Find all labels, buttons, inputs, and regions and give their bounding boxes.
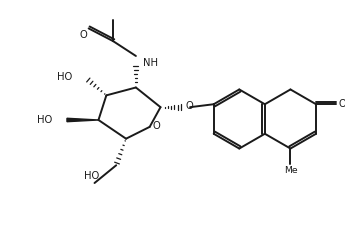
Text: HO: HO: [84, 171, 99, 181]
Text: HO: HO: [37, 115, 52, 125]
Text: NH: NH: [143, 58, 158, 68]
Text: O: O: [339, 99, 345, 109]
Polygon shape: [67, 118, 98, 122]
Text: O: O: [153, 121, 160, 131]
Text: Me: Me: [284, 166, 297, 175]
Text: HO: HO: [57, 72, 72, 82]
Text: O: O: [80, 30, 88, 40]
Text: O: O: [185, 101, 193, 111]
